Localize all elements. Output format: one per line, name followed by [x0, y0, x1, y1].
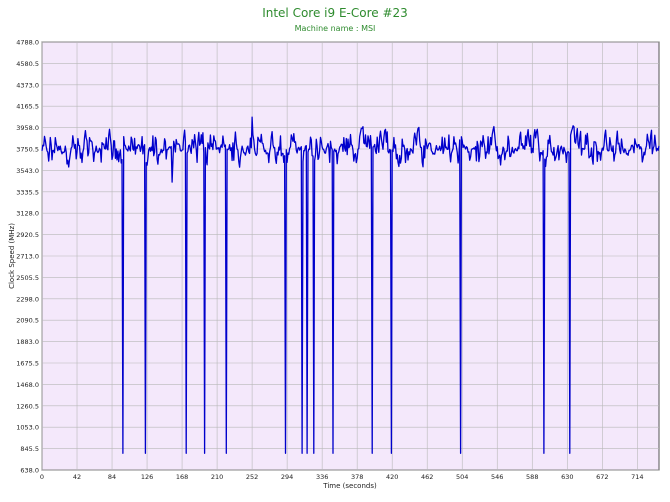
- y-tick-label: 2298.0: [16, 295, 39, 303]
- chart-title: Intel Core i9 E-Core #23: [262, 6, 408, 20]
- y-tick-label: 1883.0: [16, 338, 39, 346]
- y-tick-label: 1053.0: [16, 424, 39, 432]
- y-tick-label: 4788.0: [16, 39, 39, 47]
- x-tick-label: 462: [421, 473, 433, 481]
- x-axis-label: Time (seconds): [322, 482, 377, 490]
- y-axis-ticks: 4788.0 4580.5 4373.0 4165.5 3958.0 3750.5 3543…: [16, 39, 39, 475]
- x-tick-label: 84: [108, 473, 116, 481]
- x-tick-label: 420: [386, 473, 398, 481]
- y-tick-label: 3128.0: [16, 210, 39, 218]
- x-tick-label: 126: [141, 473, 153, 481]
- x-tick-label: 588: [526, 473, 538, 481]
- x-tick-label: 42: [73, 473, 81, 481]
- x-tick-label: 252: [246, 473, 258, 481]
- y-tick-label: 1260.5: [16, 402, 39, 410]
- y-tick-label: 2713.0: [16, 253, 39, 261]
- y-tick-label: 4373.0: [16, 81, 39, 89]
- y-tick-label: 4580.5: [16, 60, 39, 68]
- x-tick-label: 714: [631, 473, 643, 481]
- y-tick-label: 845.5: [20, 445, 39, 453]
- x-tick-label: 294: [281, 473, 293, 481]
- y-tick-label: 1468.0: [16, 381, 39, 389]
- y-tick-label: 3958.0: [16, 124, 39, 132]
- y-tick-label: 2090.5: [16, 317, 39, 325]
- y-tick-label: 638.0: [20, 467, 39, 475]
- x-tick-label: 504: [456, 473, 468, 481]
- y-tick-label: 3750.5: [16, 146, 39, 154]
- y-tick-label: 3335.5: [16, 188, 39, 196]
- chart-subtitle: Machine name : MSI: [295, 24, 376, 33]
- grid-lines: [41, 41, 659, 471]
- x-tick-label: 210: [211, 473, 223, 481]
- y-tick-label: 2505.5: [16, 274, 39, 282]
- x-tick-label: 336: [316, 473, 328, 481]
- x-tick-label: 378: [351, 473, 363, 481]
- x-tick-label: 546: [491, 473, 503, 481]
- clock-speed-line: [41, 116, 660, 454]
- y-tick-label: 4165.5: [16, 103, 39, 111]
- y-tick-label: 1675.5: [16, 360, 39, 368]
- x-axis-ticks: 0 42 84 126 168 210 252 294 336 378 420 462 504 546 58…: [40, 473, 644, 481]
- x-tick-label: 0: [40, 473, 44, 481]
- y-tick-label: 3543.0: [16, 167, 39, 175]
- y-axis-label: Clock Speed (MHz): [8, 223, 16, 289]
- y-tick-label: 2920.5: [16, 231, 39, 239]
- x-tick-label: 168: [176, 473, 188, 481]
- x-tick-label: 630: [561, 473, 573, 481]
- x-tick-label: 672: [596, 473, 608, 481]
